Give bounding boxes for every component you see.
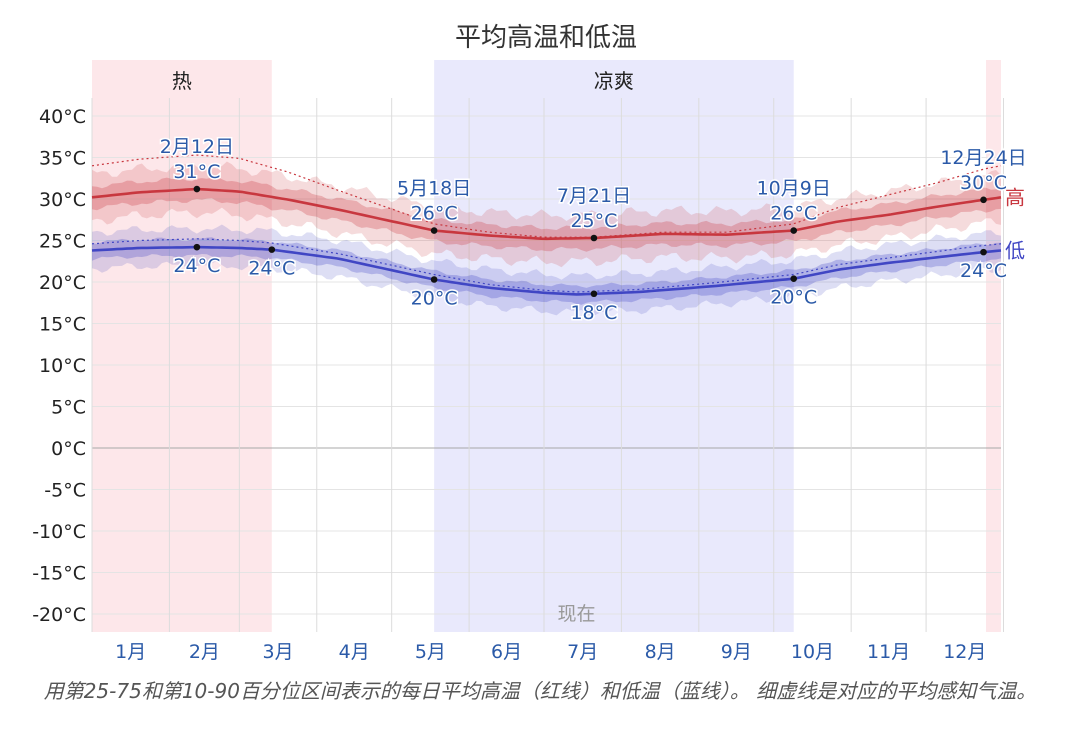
annotation-date: 12月24日	[940, 147, 1026, 169]
y-tick-label: 20°C	[39, 272, 86, 294]
annotation-point	[980, 248, 987, 256]
annotation-value: 26°C	[770, 203, 817, 225]
chart-title: 平均高温和低温	[455, 23, 637, 53]
annotation-point	[430, 276, 438, 283]
annotation-point	[790, 275, 798, 282]
y-tick-label: 30°C	[39, 189, 86, 211]
annotation-date: 10月9日	[757, 178, 831, 200]
x-tick-label: 1月	[115, 641, 146, 663]
annotation-point	[980, 196, 987, 204]
y-tick-label: 40°C	[39, 106, 86, 128]
y-tick-label: -5°C	[44, 480, 86, 502]
annotation-value: 20°C	[411, 288, 458, 310]
annotations: 31°C 2月12日 24°C 24°C 26°C 5月18日 20°C 25°C 7月21日 1…	[158, 135, 1028, 326]
annotation-point	[590, 234, 598, 242]
annotation-date: 7月21日	[557, 185, 631, 207]
x-tick-label: 8月	[645, 641, 676, 663]
series-end-label-1: 高	[1005, 185, 1025, 209]
annotation-value: 18°C	[570, 302, 617, 324]
band-10-90-2	[92, 224, 1001, 317]
feels-like-line-1	[91, 154, 1002, 238]
season-band-3	[986, 60, 1001, 632]
annotation-point	[590, 290, 598, 298]
season-label-2: 凉爽	[594, 69, 634, 93]
x-tick-label: 5月	[415, 641, 446, 663]
axes: 40°C 35°C 30°C 25°C 20°C 15°C 10°C 5°C 0°C -5°C -1…	[32, 106, 986, 663]
x-tick-label: 4月	[339, 641, 370, 663]
y-tick-label: 35°C	[39, 148, 86, 170]
series-line-1	[91, 187, 1002, 241]
x-tick-label: 9月	[721, 641, 752, 663]
annotation-value: 24°C	[960, 260, 1007, 282]
annotation-point	[430, 227, 438, 234]
annotation-point	[268, 246, 276, 253]
season-label-1: 热	[172, 69, 192, 93]
x-tick-label: 10月	[791, 641, 834, 663]
annotation-value: 25°C	[570, 210, 617, 232]
annotation-value: 24°C	[248, 258, 295, 280]
annotation-point	[193, 243, 201, 251]
y-tick-label: 10°C	[39, 355, 86, 377]
series-end-label-2: 低	[1005, 238, 1025, 262]
now-label: 现在	[557, 603, 595, 625]
x-tick-label: 3月	[262, 641, 293, 663]
season-bands: 热 凉爽	[92, 60, 1001, 632]
x-tick-label: 11月	[867, 641, 910, 663]
annotation-value: 24°C	[173, 255, 220, 277]
y-tick-label: -20°C	[32, 604, 86, 626]
band-10-90-1	[92, 161, 1001, 268]
season-band-1	[92, 60, 272, 632]
annotation-date: 2月12日	[160, 136, 234, 158]
chart-caption: 用第25-75和第10-90百分位区间表示的每日平均高温（红线）和低温（蓝线）。…	[43, 679, 1037, 703]
annotation-value: 20°C	[770, 287, 817, 309]
grid	[91, 98, 1004, 632]
x-tick-label: 6月	[491, 641, 522, 663]
series-lines: 高低	[91, 154, 1025, 296]
band-25-75-2	[92, 237, 1001, 305]
x-tick-label: 2月	[189, 641, 220, 663]
annotation-value: 26°C	[411, 203, 458, 225]
annotation-point	[790, 227, 798, 234]
x-tick-label: 12月	[943, 641, 986, 663]
series-line-2	[91, 245, 1002, 296]
y-tick-label: 15°C	[39, 314, 86, 336]
annotation-date: 5月18日	[397, 178, 471, 200]
annotation-point	[193, 185, 201, 193]
y-tick-label: -10°C	[32, 521, 86, 543]
y-tick-label: 25°C	[39, 231, 86, 253]
y-tick-label: -15°C	[32, 563, 86, 585]
feels-like-line-2	[91, 238, 1002, 293]
x-tick-label: 7月	[567, 641, 598, 663]
season-band-2	[434, 60, 794, 632]
y-tick-label: 5°C	[51, 397, 86, 419]
annotation-value: 31°C	[173, 161, 220, 183]
y-tick-label: 0°C	[51, 438, 86, 460]
annotation-value: 30°C	[960, 172, 1007, 194]
